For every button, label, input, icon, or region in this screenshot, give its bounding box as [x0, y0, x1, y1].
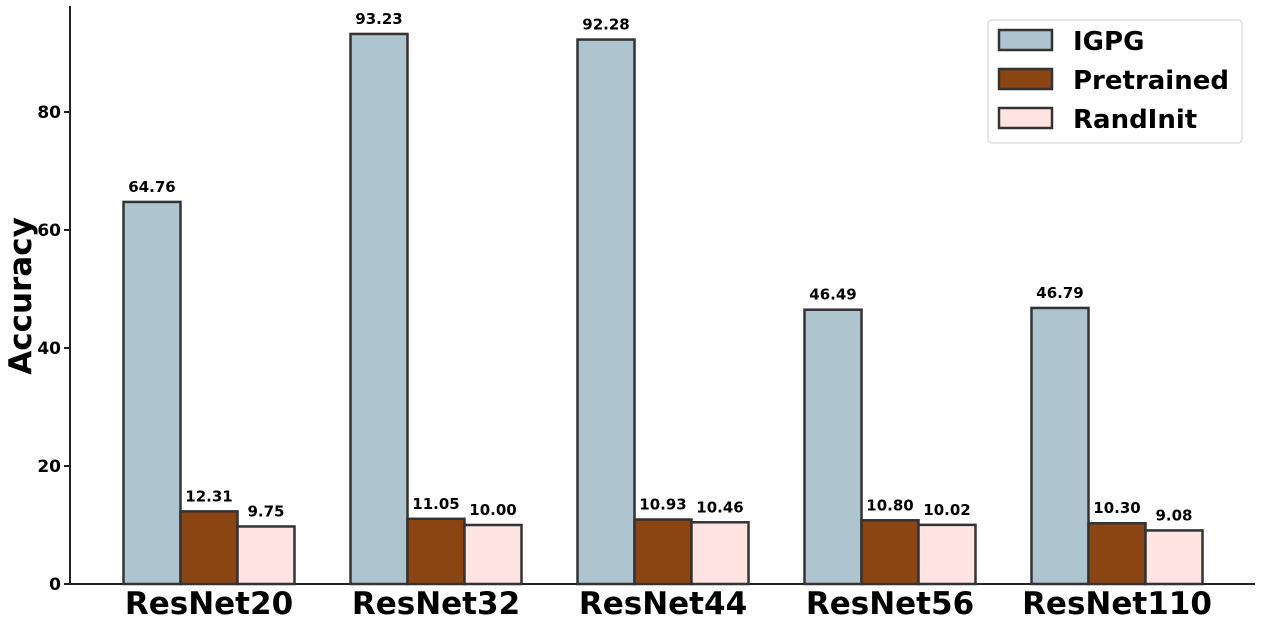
data-label: 46.79 [1036, 284, 1083, 302]
y-tick-label: 0 [49, 575, 61, 595]
bar-pretrained-resnet32 [406, 517, 466, 586]
legend-swatch-randinit [997, 106, 1054, 130]
y-tick-label: 80 [37, 103, 61, 123]
legend-swatch-igpg [997, 28, 1054, 52]
data-label: 93.23 [355, 10, 402, 28]
data-label: 10.93 [639, 496, 686, 514]
data-label: 10.80 [866, 496, 913, 514]
bar-pretrained-resnet20 [179, 510, 239, 586]
bar-pretrained-resnet44 [633, 518, 693, 586]
legend-label: Pretrained [1073, 66, 1229, 96]
legend-swatch-pretrained [997, 67, 1054, 91]
data-label: 64.76 [128, 178, 175, 196]
bar-randinit-resnet44 [690, 521, 750, 586]
data-label: 92.28 [582, 16, 629, 34]
x-tick-label: ResNet110 [1022, 586, 1212, 622]
data-label: 10.46 [696, 498, 743, 516]
bar-randinit-resnet32 [463, 523, 523, 586]
legend: IGPG Pretrained RandInit [987, 19, 1243, 144]
data-label: 10.00 [469, 501, 516, 519]
bar-pretrained-resnet56 [860, 519, 920, 586]
axes: 0 20 40 60 80 Accuracy ResNet20 ResNet32 ResNet4… [3, 6, 1255, 622]
bar-igpg-resnet20 [122, 200, 182, 586]
data-label: 10.02 [923, 501, 970, 519]
data-label: 10.30 [1093, 499, 1140, 517]
data-label: 11.05 [412, 495, 459, 513]
bar-randinit-resnet56 [917, 523, 977, 586]
data-label: 12.31 [185, 487, 232, 505]
x-tick-label: ResNet56 [806, 586, 974, 622]
y-tick-label: 20 [37, 457, 61, 477]
x-tick-label: ResNet20 [125, 586, 293, 622]
bar-randinit-resnet110 [1144, 529, 1204, 586]
bar-igpg-resnet32 [349, 32, 409, 586]
x-tick-label: ResNet44 [579, 586, 747, 622]
bars: 64.76 12.31 9.75 93.23 11.05 10.00 92.28 10.93 1… [122, 10, 1204, 586]
y-axis-label: Accuracy [3, 217, 39, 375]
x-tick-label: ResNet32 [352, 586, 520, 622]
data-label: 9.08 [1155, 506, 1192, 524]
bar-randinit-resnet20 [236, 525, 296, 586]
bar-pretrained-resnet110 [1087, 521, 1147, 586]
legend-label: RandInit [1073, 105, 1197, 135]
data-label: 9.75 [247, 502, 284, 520]
data-label: 46.49 [809, 286, 856, 304]
y-tick-label: 40 [37, 339, 61, 359]
bar-igpg-resnet44 [576, 38, 636, 586]
bar-igpg-resnet56 [803, 308, 863, 586]
bar-igpg-resnet110 [1030, 306, 1090, 586]
y-tick-label: 60 [37, 221, 61, 241]
legend-label: IGPG [1073, 27, 1144, 57]
